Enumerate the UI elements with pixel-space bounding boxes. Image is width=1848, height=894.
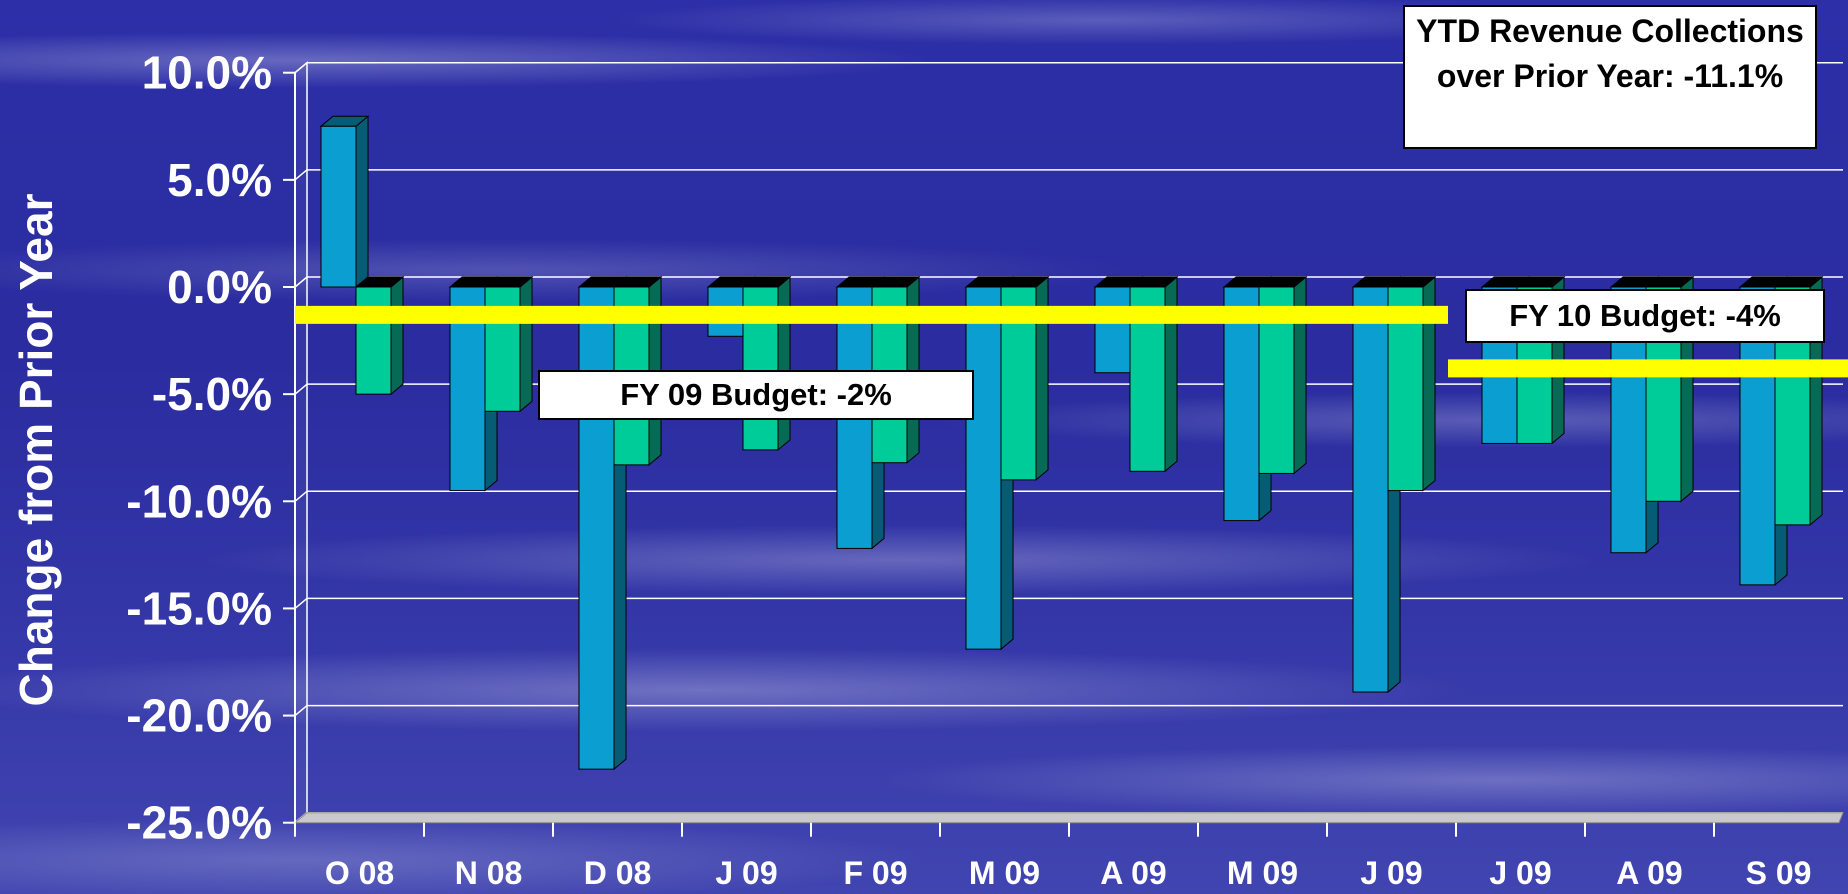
bar-group: [319, 115, 1824, 771]
ytd-summary-box: YTD Revenue Collections over Prior Year:…: [1403, 5, 1817, 149]
x-category-label: A 09: [1100, 855, 1166, 891]
x-category-label: M 09: [1227, 855, 1298, 891]
x-category-label: O 08: [325, 855, 394, 891]
x-category-label: N 08: [455, 855, 523, 891]
bar-series1: [319, 115, 370, 289]
y-tick-label: -5.0%: [152, 368, 272, 420]
budget-lines: [295, 305, 1848, 378]
x-category-label: S 09: [1746, 855, 1812, 891]
gridline-depth: [294, 490, 308, 502]
x-category-label: D 08: [584, 855, 652, 891]
chart-floor: [293, 812, 1844, 824]
ytd-summary-text: YTD Revenue Collections over Prior Year:…: [1416, 13, 1804, 94]
x-category-label: J 09: [1360, 855, 1422, 891]
y-axis-label: Change from Prior Year: [10, 193, 62, 706]
bar-series2: [483, 275, 534, 413]
gridline-depth: [294, 169, 308, 181]
gridline-depth: [294, 62, 308, 74]
fy09-budget-text: FY 09 Budget: -2%: [620, 377, 892, 412]
x-category-label: A 09: [1616, 855, 1682, 891]
y-tick-label: -25.0%: [126, 797, 272, 849]
y-tick-label: 10.0%: [142, 47, 272, 99]
y-tick-label: 0.0%: [167, 261, 272, 313]
gridline-depth: [294, 704, 308, 717]
grid-lines: [283, 61, 1844, 825]
fy09-budget-label: FY 09 Budget: -2%: [538, 370, 974, 420]
y-tick-label: -15.0%: [126, 582, 272, 634]
x-axis-categories: O 08 N 08 D 08 J 09 F 09 M 09 A 09 M 09 J 09 J 09…: [294, 822, 1812, 891]
gridline-depth: [294, 276, 308, 288]
y-tick-label: 5.0%: [167, 154, 272, 206]
gridline-depth: [294, 383, 308, 395]
y-axis-ticks: 10.0% 5.0% 0.0% -5.0% -10.0% -15.0% -20.0% -25.…: [126, 47, 272, 849]
x-category-label: M 09: [969, 855, 1040, 891]
fy10-budget-label: FY 10 Budget: -4%: [1465, 289, 1825, 343]
gridline-depth: [294, 597, 308, 610]
bar-series1: [964, 275, 1015, 651]
bar-series2: [741, 275, 792, 451]
bar-series2: [354, 275, 405, 396]
x-category-label: J 09: [1489, 855, 1551, 891]
y-tick-label: -20.0%: [126, 690, 272, 742]
y-tick-label: -10.0%: [126, 475, 272, 527]
side-wall: [294, 61, 308, 825]
x-category-label: F 09: [843, 855, 907, 891]
x-category-label: J 09: [715, 855, 777, 891]
fy10-budget-text: FY 10 Budget: -4%: [1509, 298, 1781, 333]
